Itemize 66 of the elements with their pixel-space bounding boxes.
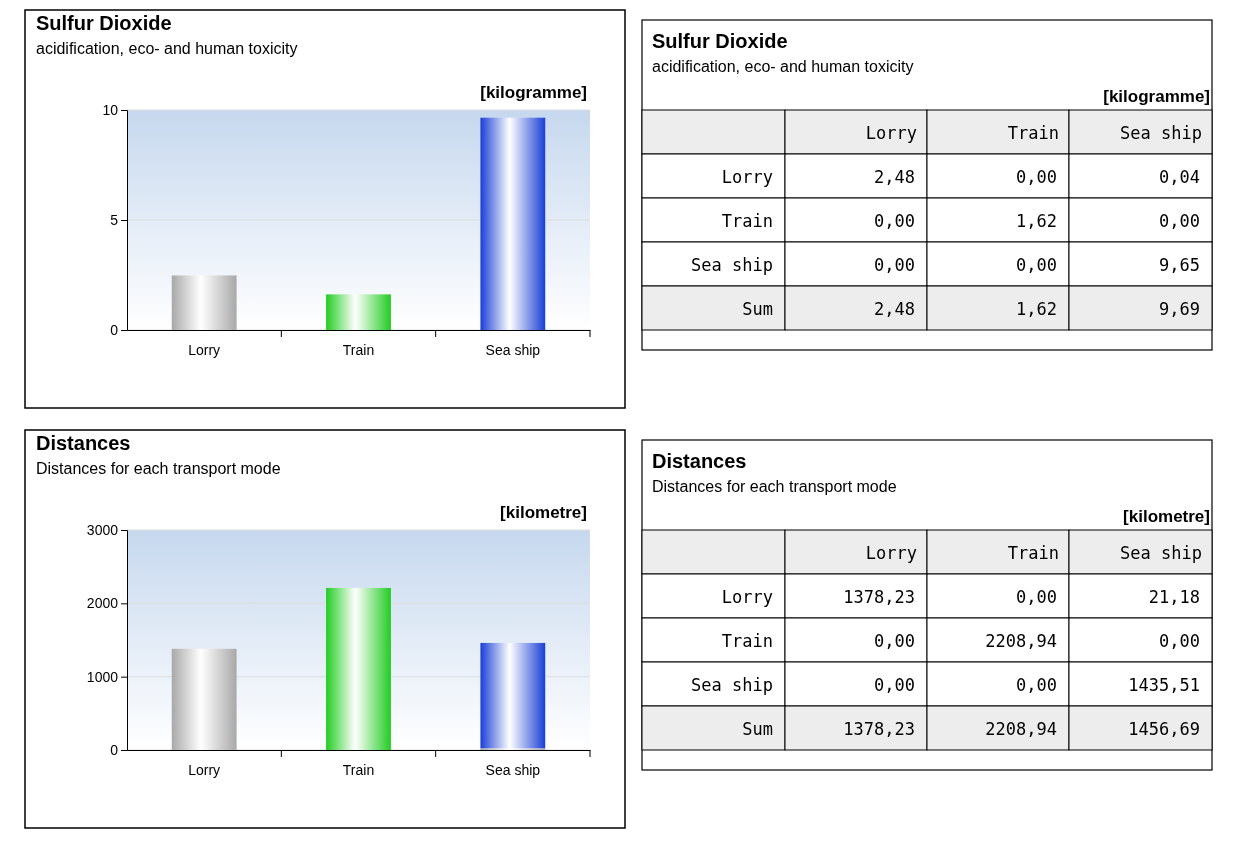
- text: Distances: [652, 450, 747, 472]
- data-label: 21,18: [1148, 587, 1200, 607]
- text: [kilogramme]: [1103, 87, 1210, 106]
- y-tick-label: 0: [110, 321, 119, 338]
- text: Distances for each transport mode: [652, 478, 897, 495]
- text: 1378,23: [843, 719, 915, 739]
- data-label: 0,00: [1016, 255, 1057, 275]
- series-label: Sea ship: [691, 255, 773, 275]
- bar: [326, 587, 391, 750]
- x-tick-label: Train: [342, 342, 375, 359]
- data-label: 0,00: [1159, 631, 1200, 651]
- bar: [480, 642, 546, 749]
- series-label: Sea ship: [691, 675, 773, 695]
- y-tick-label: 10: [102, 101, 119, 118]
- data-label: 0,00: [874, 255, 915, 275]
- data-label: 0,00: [1016, 675, 1057, 695]
- chart-subtitle: Distances for each transport mode: [36, 460, 281, 477]
- chart-title: Distances: [36, 432, 131, 454]
- category-label: Sea ship: [1120, 543, 1202, 563]
- data-label: 1,62: [1016, 211, 1057, 231]
- data-label: 0,04: [1159, 167, 1200, 187]
- category-label: Lorry: [865, 543, 917, 563]
- data-label: 0,00: [1016, 587, 1057, 607]
- data-label: 1435,51: [1128, 675, 1200, 695]
- data-label: 9,65: [1159, 255, 1200, 275]
- series-label: Train: [721, 211, 773, 231]
- category-label: Sea ship: [1120, 123, 1202, 143]
- data-label: 0,00: [1159, 211, 1200, 231]
- series-label: Lorry: [721, 587, 773, 607]
- series-label: Lorry: [721, 167, 773, 187]
- y-tick-label: 2000: [86, 595, 119, 612]
- category-label: Lorry: [865, 123, 917, 143]
- y-tick-label: 0: [110, 741, 119, 758]
- x-tick-label: Lorry: [188, 342, 221, 359]
- text: 2,48: [874, 299, 915, 319]
- x-tick-label: Lorry: [188, 762, 221, 779]
- x-tick-label: Sea ship: [485, 342, 541, 359]
- x-tick-label: Sea ship: [485, 762, 541, 779]
- text: 2208,94: [985, 719, 1057, 739]
- data-label: 0,00: [874, 631, 915, 651]
- text: Sum: [742, 719, 773, 739]
- text: 1456,69: [1128, 719, 1200, 739]
- y-tick-label: 3000: [86, 521, 119, 538]
- data-label: 2208,94: [985, 631, 1057, 651]
- text: Sum: [742, 299, 773, 319]
- data-label: 1378,23: [843, 587, 915, 607]
- text: Sulfur Dioxide: [652, 30, 788, 52]
- text: 9,69: [1159, 299, 1200, 319]
- data-label: 0,00: [1016, 167, 1057, 187]
- data-label: 0,00: [874, 211, 915, 231]
- y-axis-title: [kilometre]: [500, 503, 587, 522]
- text: acidification, eco- and human toxicity: [652, 58, 914, 75]
- series-label: Train: [721, 631, 773, 651]
- category-label: Train: [1007, 123, 1059, 143]
- x-tick-label: Train: [342, 762, 375, 779]
- text: [kilometre]: [1123, 507, 1210, 526]
- y-tick-label: 1000: [86, 668, 119, 685]
- bar: [171, 648, 237, 750]
- y-axis-title: [kilogramme]: [480, 83, 587, 102]
- data-label: 2,48: [874, 167, 915, 187]
- text: 1,62: [1016, 299, 1057, 319]
- y-tick-label: 5: [110, 211, 119, 228]
- data-label: 0,00: [874, 675, 915, 695]
- category-label: Train: [1007, 543, 1059, 563]
- chart-subtitle: acidification, eco- and human toxicity: [36, 40, 298, 57]
- chart-title: Sulfur Dioxide: [36, 12, 172, 34]
